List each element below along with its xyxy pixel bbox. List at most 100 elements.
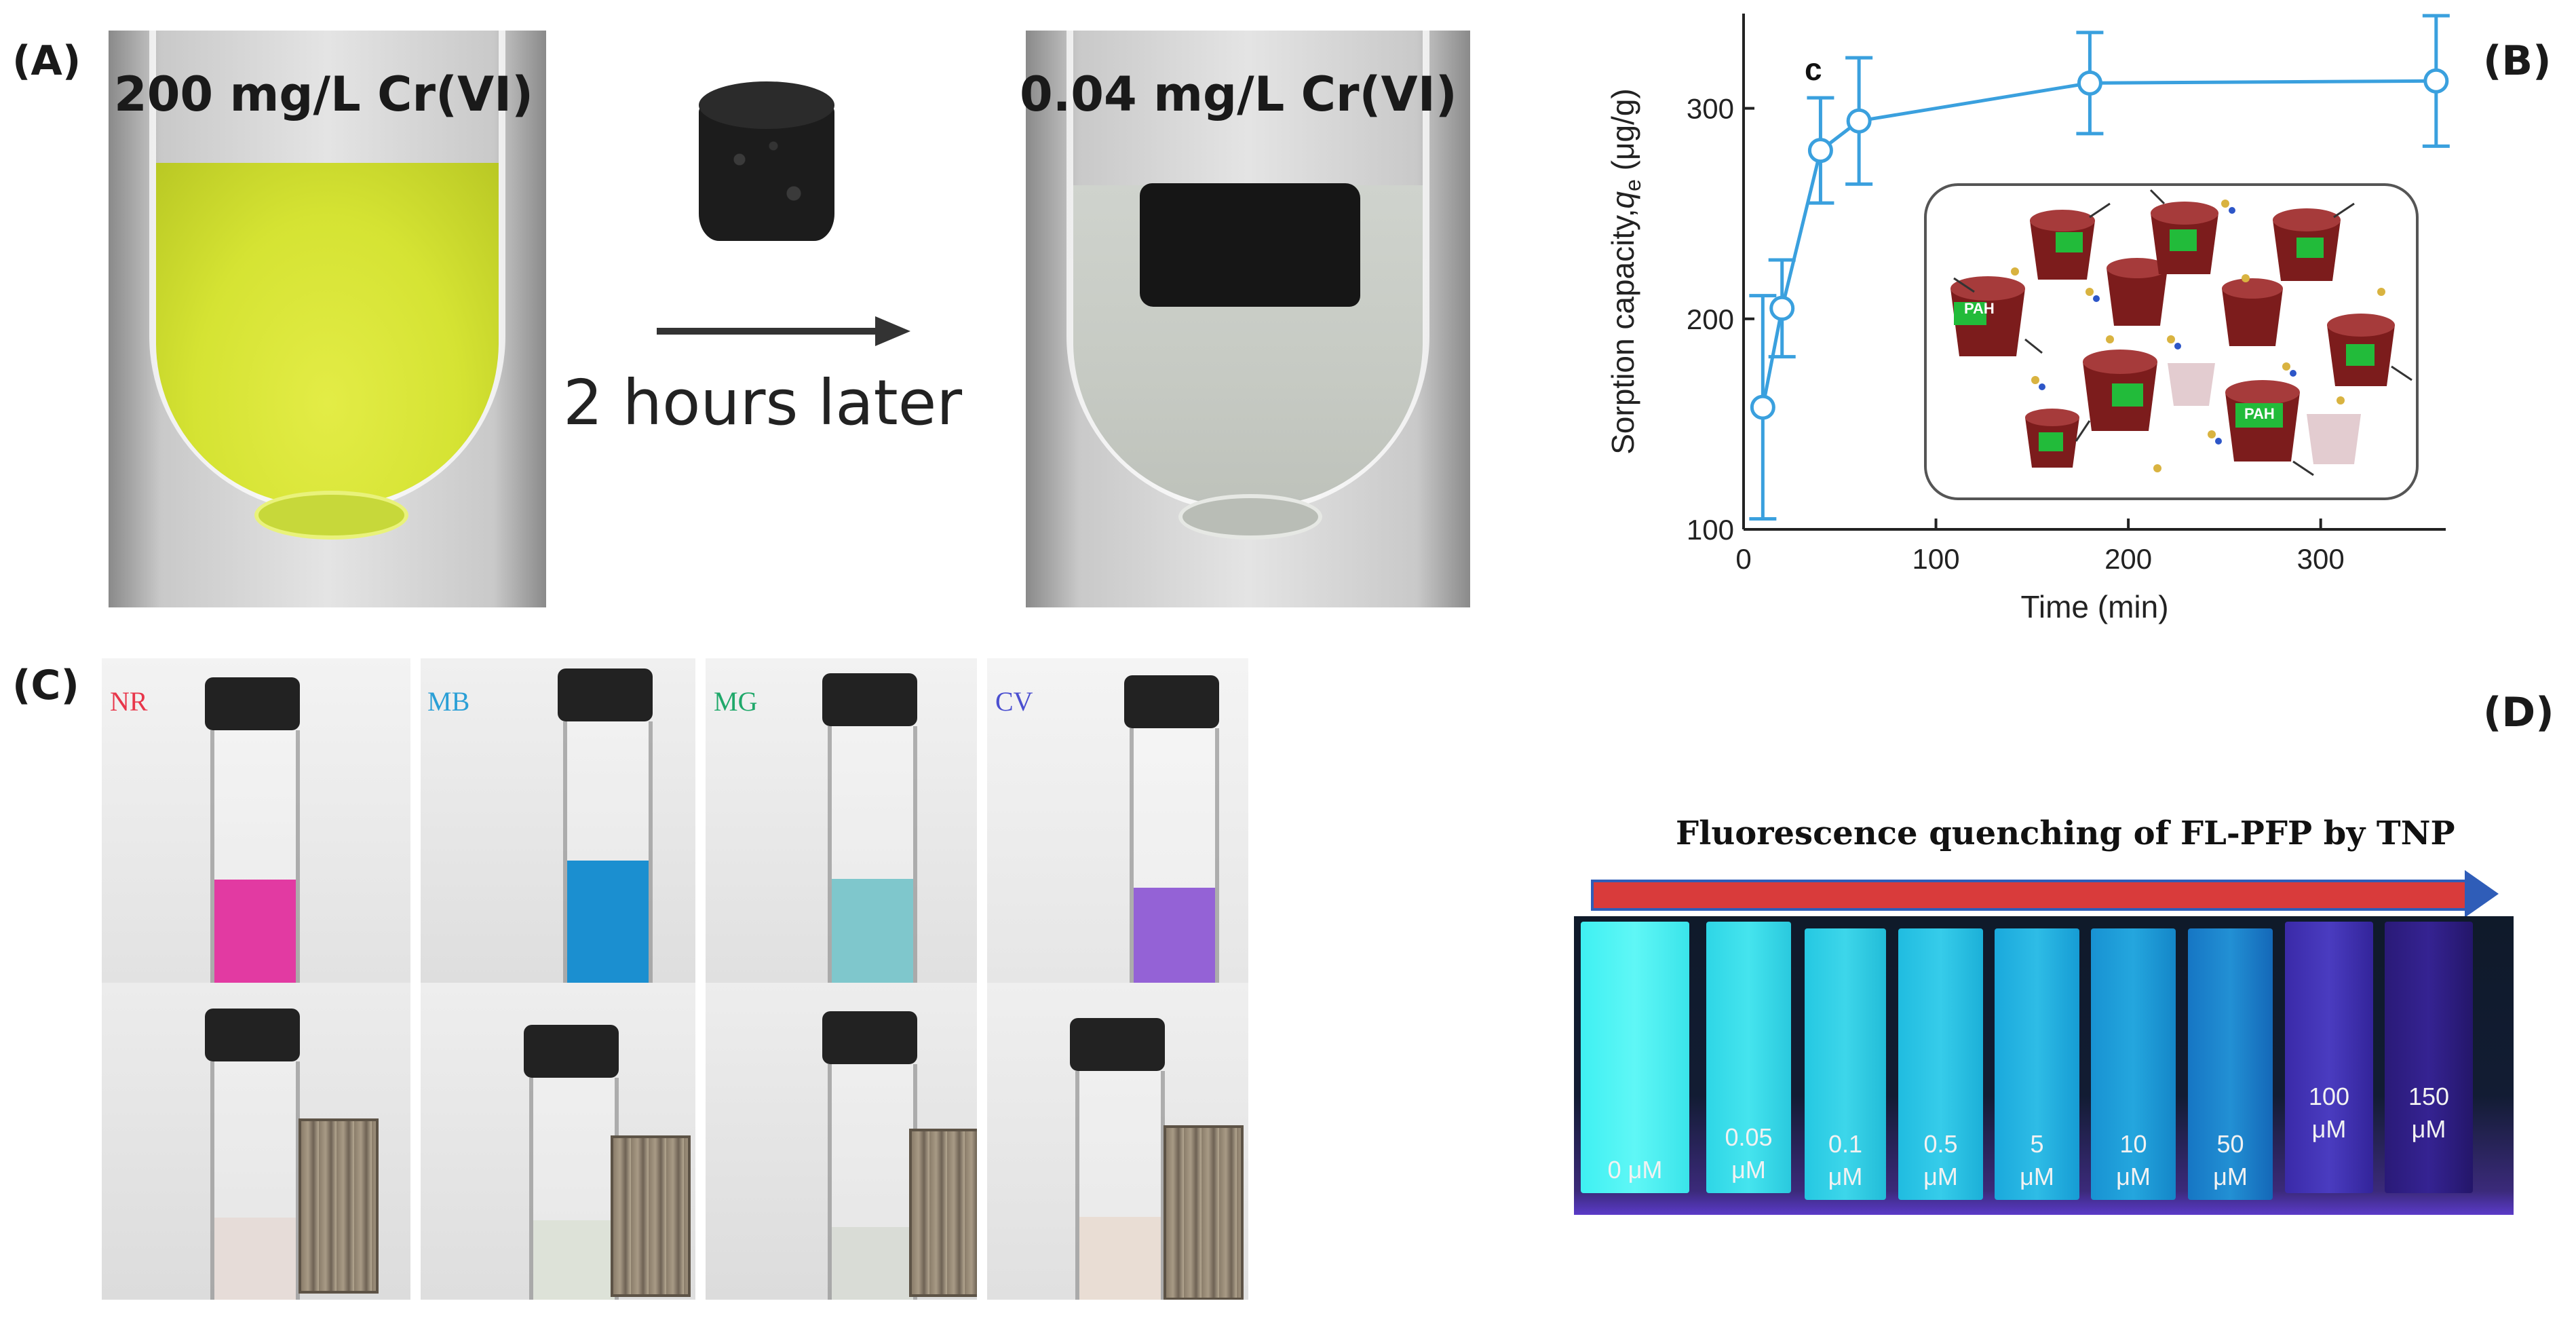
vial-cap: [822, 1011, 917, 1064]
y-tick-label: 300: [1687, 93, 1734, 125]
after-concentration-label: 0.04 mg/L Cr(VI): [1020, 67, 1457, 122]
concentration-value: 0: [1607, 1156, 1621, 1184]
concentration-value: 50: [2216, 1130, 2244, 1158]
sorbent-foam: [909, 1129, 977, 1297]
tube-base: [1178, 494, 1322, 540]
concentration-unit: μM: [2213, 1163, 2248, 1190]
y-axis-label: Sorption capacity,qe (μg/g): [1605, 88, 1645, 455]
concentration-unit: μM: [1923, 1163, 1958, 1190]
vial-liquid: [214, 1218, 296, 1300]
data-point: [1769, 295, 1795, 321]
vial-liquid: [1134, 888, 1215, 983]
vial: [563, 721, 653, 983]
concentration-unit: μM: [1731, 1156, 1766, 1184]
cuvette: 0.05 μM: [1706, 922, 1791, 1193]
vial: [1075, 1071, 1165, 1300]
concentration-value: 100: [2308, 1082, 2350, 1110]
cuvette: 0.5 μM: [1898, 928, 1983, 1200]
y-tick-label: 200: [1687, 303, 1734, 335]
vial-cap: [1124, 675, 1219, 728]
data-point: [1846, 108, 1872, 134]
dye-cell-mb-after: [421, 983, 695, 1300]
data-point: [2077, 70, 2102, 96]
panel-a-label: (A): [12, 37, 81, 85]
concentration-value: 10: [2119, 1130, 2147, 1158]
quenching-arrow-head: [2465, 870, 2499, 918]
time-arrow: [657, 328, 881, 335]
tube-base: [254, 491, 408, 540]
sorbent-monolith: [699, 81, 834, 244]
dye-cell-mg-after: [706, 983, 977, 1300]
vial-liquid: [567, 861, 649, 983]
concentration-value: 150: [2408, 1082, 2450, 1110]
quenching-title: Fluorescence quenching of FL-PFP by TNP: [1676, 814, 2455, 852]
concentration-unit: μM: [2020, 1163, 2054, 1190]
dye-cell-nr-before: NR: [102, 658, 410, 983]
vial-liquid: [832, 879, 913, 983]
vial-cap: [822, 673, 917, 726]
dye-removal-grid: NR MB MG CV: [102, 658, 1248, 1300]
vial: [210, 730, 300, 983]
x-axis-label: Time (min): [2020, 589, 2168, 624]
vial-liquid: [832, 1227, 913, 1300]
sorbent-foam: [1164, 1125, 1244, 1300]
before-tube-photo: [109, 31, 546, 607]
inset-letter: c: [1805, 52, 1822, 87]
before-concentration-label: 200 mg/L Cr(VI): [114, 67, 534, 122]
data-point: [1750, 394, 1775, 420]
data-point: [2423, 68, 2449, 94]
series-line: [1761, 79, 2436, 408]
panel-c-label: (C): [12, 662, 79, 709]
inset-schematic: PAH PAH: [1924, 183, 2419, 500]
dye-cell-nr-after: [102, 983, 410, 1300]
dye-cell-mg-before: MG: [706, 658, 977, 983]
vial: [828, 726, 917, 983]
panel-d-label: (D): [2483, 689, 2554, 736]
x-tick-label: 100: [1912, 543, 1960, 575]
concentration-value: 0.5: [1923, 1130, 1958, 1158]
y-tick-label: 100: [1687, 514, 1734, 546]
time-label: 2 hours later: [563, 366, 963, 439]
vial: [828, 1064, 917, 1300]
vial: [529, 1078, 619, 1300]
x-tick-label: 300: [2297, 543, 2345, 575]
cuvette: 5 μM: [1995, 928, 2079, 1200]
vial-liquid: [1079, 1217, 1161, 1300]
vial-cap: [1070, 1018, 1165, 1071]
vial-cap: [558, 669, 653, 721]
concentration-unit: μM: [2116, 1163, 2151, 1190]
cuvette: 0 μM: [1581, 922, 1689, 1193]
concentration-unit: μM: [2311, 1115, 2347, 1143]
vial: [210, 1061, 300, 1300]
x-tick-label: 200: [2104, 543, 2152, 575]
quenching-arrow: [1591, 880, 2472, 911]
concentration-value: 0.05: [1725, 1123, 1773, 1151]
vial-cap: [524, 1025, 619, 1078]
vial-cap: [205, 677, 300, 730]
time-arrow-head: [875, 316, 910, 346]
data-point: [1807, 138, 1833, 164]
vial-liquid: [533, 1220, 615, 1300]
concentration-value: 5: [2030, 1130, 2044, 1158]
dye-name: NR: [110, 686, 148, 717]
concentration-unit: μM: [2411, 1115, 2446, 1143]
vial-liquid: [214, 880, 296, 983]
concentration-unit: μM: [1828, 1163, 1863, 1190]
pah-label: PAH: [1964, 300, 1995, 317]
pah-label: PAH: [2244, 405, 2275, 422]
concentration-value: 0.1: [1828, 1130, 1863, 1158]
cuvette: 100 μM: [2285, 922, 2373, 1193]
cuvette: 10 μM: [2091, 928, 2176, 1200]
cuvette-photo: 0 μM 0.05 μM 0.1 μM 0.5 μM 5 μM 10 μM 50 μM 10…: [1574, 916, 2514, 1215]
panel-b-label: (B): [2483, 37, 2552, 85]
sorbent-foam: [611, 1135, 691, 1297]
vial: [1130, 728, 1219, 983]
dye-name: MG: [714, 686, 758, 717]
cyclodextrin-cluster: PAH PAH: [1950, 189, 2412, 476]
dye-cell-cv-before: CV: [987, 658, 1248, 983]
before-liquid: [156, 163, 499, 506]
dye-name: CV: [995, 686, 1033, 717]
after-tube-photo: [1026, 31, 1470, 607]
